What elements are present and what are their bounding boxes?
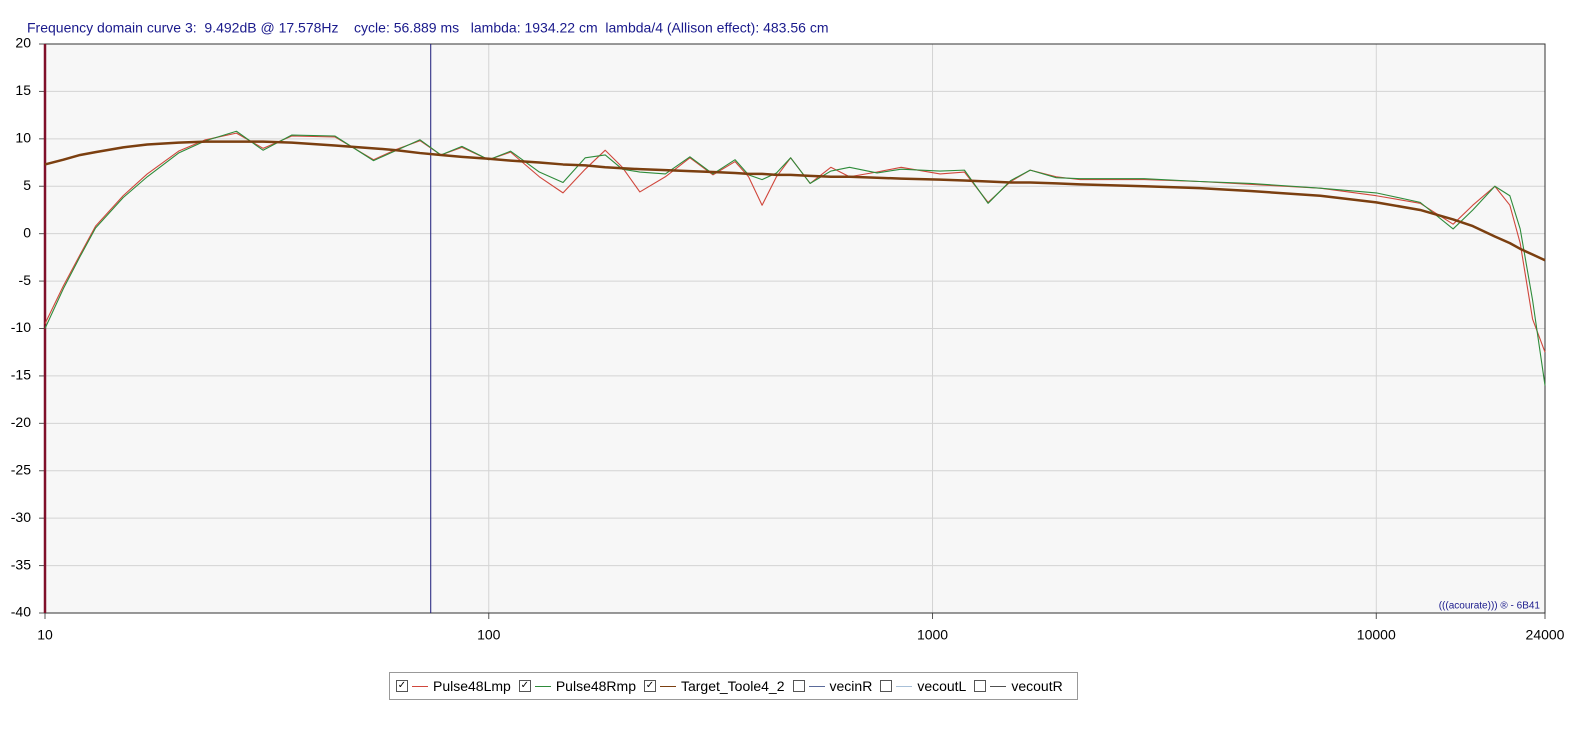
y-tick-label: -25 bbox=[11, 461, 31, 477]
y-tick-label: -20 bbox=[11, 414, 31, 430]
y-tick-label: 5 bbox=[23, 177, 31, 193]
legend-swatch bbox=[990, 685, 1007, 687]
y-tick-label: -15 bbox=[11, 367, 31, 383]
legend-swatch bbox=[534, 685, 551, 687]
legend-item[interactable]: ✓ Pulse48Lmp bbox=[396, 678, 511, 694]
legend-swatch bbox=[412, 685, 428, 687]
y-tick-label: -35 bbox=[11, 556, 31, 572]
legend-item[interactable]: vecoutL bbox=[880, 678, 966, 694]
y-tick-label: -40 bbox=[11, 604, 31, 620]
legend-label: vecoutR bbox=[1011, 678, 1063, 694]
legend-item[interactable]: vecinR bbox=[792, 678, 873, 694]
y-tick-label: -10 bbox=[11, 319, 31, 335]
y-tick-label: 20 bbox=[15, 35, 31, 51]
x-tick-label: 1000 bbox=[917, 627, 948, 643]
legend-label: Pulse48Lmp bbox=[433, 678, 511, 694]
legend: ✓ Pulse48Lmp ✓ Pulse48Rmp ✓ Target_Toole4_2 ve… bbox=[389, 672, 1078, 700]
legend-item[interactable]: vecoutR bbox=[974, 678, 1063, 694]
y-tick-label: 0 bbox=[23, 224, 31, 240]
legend-checkbox[interactable]: ✓ bbox=[643, 680, 656, 692]
legend-checkbox[interactable] bbox=[974, 680, 987, 692]
chart: Frequency domain curve 3: 9.492dB @ 17.5… bbox=[11, 20, 1565, 643]
legend-label: Target_Toole4_2 bbox=[680, 678, 785, 694]
legend-label: Pulse48Rmp bbox=[555, 678, 636, 694]
x-tick-label: 100 bbox=[477, 627, 501, 643]
legend-label: vecoutL bbox=[917, 678, 967, 694]
legend-checkbox[interactable] bbox=[880, 680, 893, 692]
watermark: (((acourate))) ® - 6B41 bbox=[1439, 601, 1541, 612]
legend-checkbox[interactable] bbox=[792, 680, 805, 692]
y-tick-label: 10 bbox=[15, 130, 31, 146]
legend-checkbox[interactable]: ✓ bbox=[396, 680, 408, 692]
header: Frequency domain curve 3: 9.492dB @ 17.5… bbox=[27, 20, 829, 36]
legend-item[interactable]: ✓ Target_Toole4_2 bbox=[643, 678, 785, 694]
series-line bbox=[44, 140, 1546, 262]
x-tick-label: 10000 bbox=[1357, 627, 1396, 643]
legend-swatch bbox=[896, 685, 913, 687]
legend-label: vecinR bbox=[829, 678, 873, 694]
legend-swatch bbox=[808, 685, 825, 687]
legend-swatch bbox=[659, 685, 676, 687]
x-tick-label: 10 bbox=[37, 627, 53, 643]
y-tick-label: -30 bbox=[11, 509, 31, 525]
legend-checkbox[interactable]: ✓ bbox=[518, 680, 531, 692]
y-tick-label: 15 bbox=[15, 82, 31, 98]
y-tick-label: -5 bbox=[19, 272, 32, 288]
legend-item[interactable]: ✓ Pulse48Rmp bbox=[518, 678, 636, 694]
x-tick-label: 24000 bbox=[1526, 627, 1565, 643]
